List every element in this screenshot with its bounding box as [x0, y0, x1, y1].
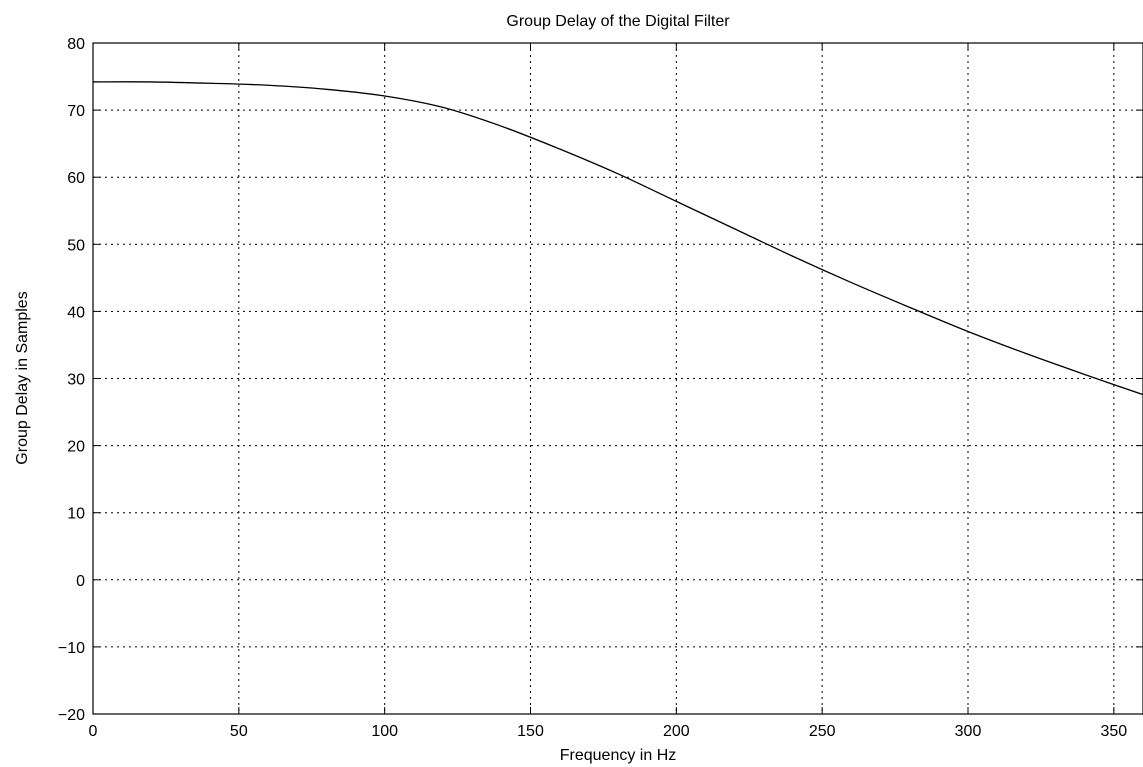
y-tick-label: 0 — [76, 573, 85, 590]
chart-title: Group Delay of the Digital Filter — [506, 13, 730, 30]
x-tick-label: 100 — [371, 723, 398, 740]
y-axis-label: Group Delay in Samples — [14, 291, 31, 464]
x-tick-label: 350 — [1100, 723, 1127, 740]
group-delay-line — [92, 81, 1143, 396]
grid-layer — [93, 43, 1143, 714]
x-tick-label: 300 — [955, 723, 982, 740]
y-tick-label: −10 — [58, 640, 85, 657]
label-layer: 0 50 100 150 200 250 300 350 −20 −10 0 10 20 30 40 50 60… — [58, 36, 1127, 740]
y-tick-label: 50 — [67, 237, 85, 254]
x-tick-label: 150 — [517, 723, 544, 740]
x-axis-label: Frequency in Hz — [560, 747, 677, 764]
y-tick-label: 80 — [67, 36, 85, 53]
y-tick-label: 40 — [67, 304, 85, 321]
tick-layer — [92, 42, 1143, 715]
x-tick-label: 250 — [809, 723, 836, 740]
y-tick-label: 60 — [67, 170, 85, 187]
y-tick-label: 10 — [67, 506, 85, 523]
x-tick-label: 200 — [663, 723, 690, 740]
y-tick-label: 20 — [67, 439, 85, 456]
x-tick-label: 50 — [230, 723, 248, 740]
x-tick-label: 0 — [89, 723, 98, 740]
series-layer — [92, 81, 1143, 396]
y-tick-label: 30 — [67, 372, 85, 389]
y-tick-label: 70 — [67, 103, 85, 120]
y-tick-label: −20 — [58, 707, 85, 724]
